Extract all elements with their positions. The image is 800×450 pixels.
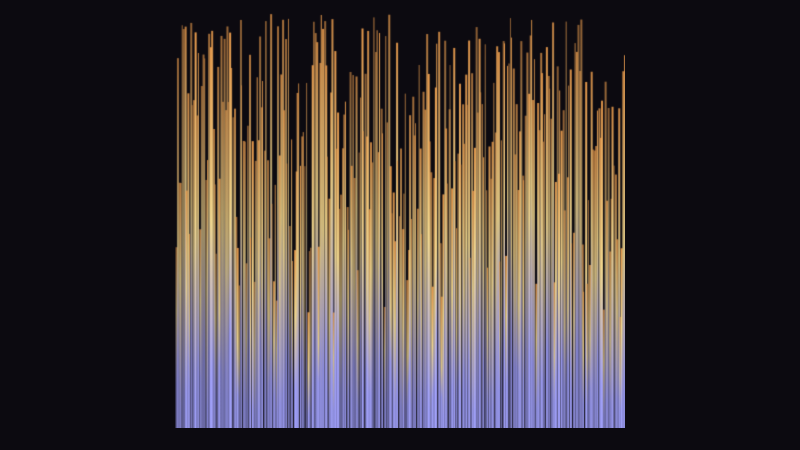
- vertical-line-visualization: [175, 12, 625, 428]
